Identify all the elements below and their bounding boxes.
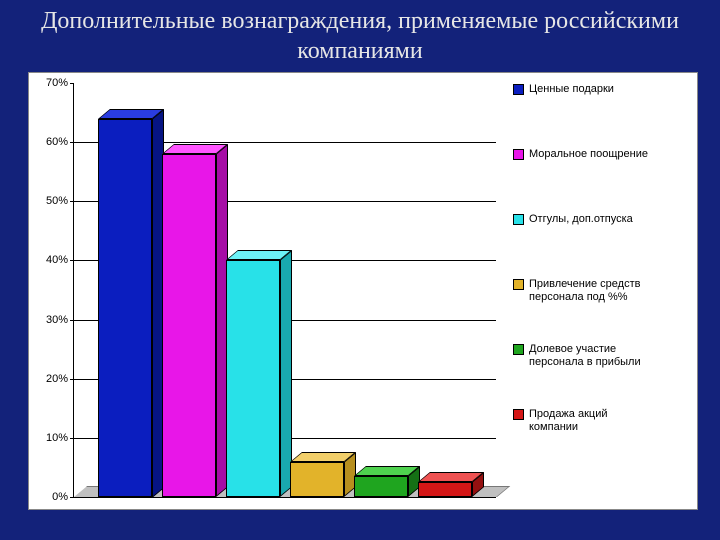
ytick-label: 60% <box>46 136 74 148</box>
legend-label: Продажа акций компании <box>529 408 659 433</box>
bar-front <box>354 476 408 497</box>
legend-swatch <box>513 214 524 225</box>
legend-label: Долевое участие персонала в прибыли <box>529 343 659 368</box>
bar <box>98 119 152 498</box>
ytick-label: 40% <box>46 254 74 266</box>
legend-swatch <box>513 279 524 290</box>
bar-front <box>418 482 472 497</box>
legend-swatch <box>513 344 524 355</box>
bar-front <box>98 119 152 498</box>
legend-label: Ценные подарки <box>529 83 659 96</box>
bar <box>162 154 216 497</box>
legend-swatch <box>513 84 524 95</box>
legend-label: Отгулы, доп.отпуска <box>529 213 659 226</box>
bar <box>354 476 408 497</box>
bar-front <box>162 154 216 497</box>
slide-title: Дополнительные вознаграждения, применяем… <box>0 0 720 66</box>
legend-swatch <box>513 149 524 160</box>
ytick-label: 10% <box>46 432 74 444</box>
ytick-label: 70% <box>46 77 74 89</box>
ytick-label: 20% <box>46 373 74 385</box>
bar-front <box>290 462 344 497</box>
legend-swatch <box>513 409 524 420</box>
bar <box>290 462 344 497</box>
ytick-label: 50% <box>46 195 74 207</box>
slide: Дополнительные вознаграждения, применяем… <box>0 0 720 540</box>
bar-front <box>226 260 280 497</box>
ytick-label: 0% <box>52 491 74 503</box>
bar <box>226 260 280 497</box>
legend-label: Моральное поощрение <box>529 148 659 161</box>
bar <box>418 482 472 497</box>
legend-label: Привлечение средств персонала под %% <box>529 278 659 303</box>
ytick-label: 30% <box>46 314 74 326</box>
plot-area: 0%10%20%30%40%50%60%70% <box>73 83 496 498</box>
chart-box: 0%10%20%30%40%50%60%70% Ценные подаркиМо… <box>28 72 698 510</box>
